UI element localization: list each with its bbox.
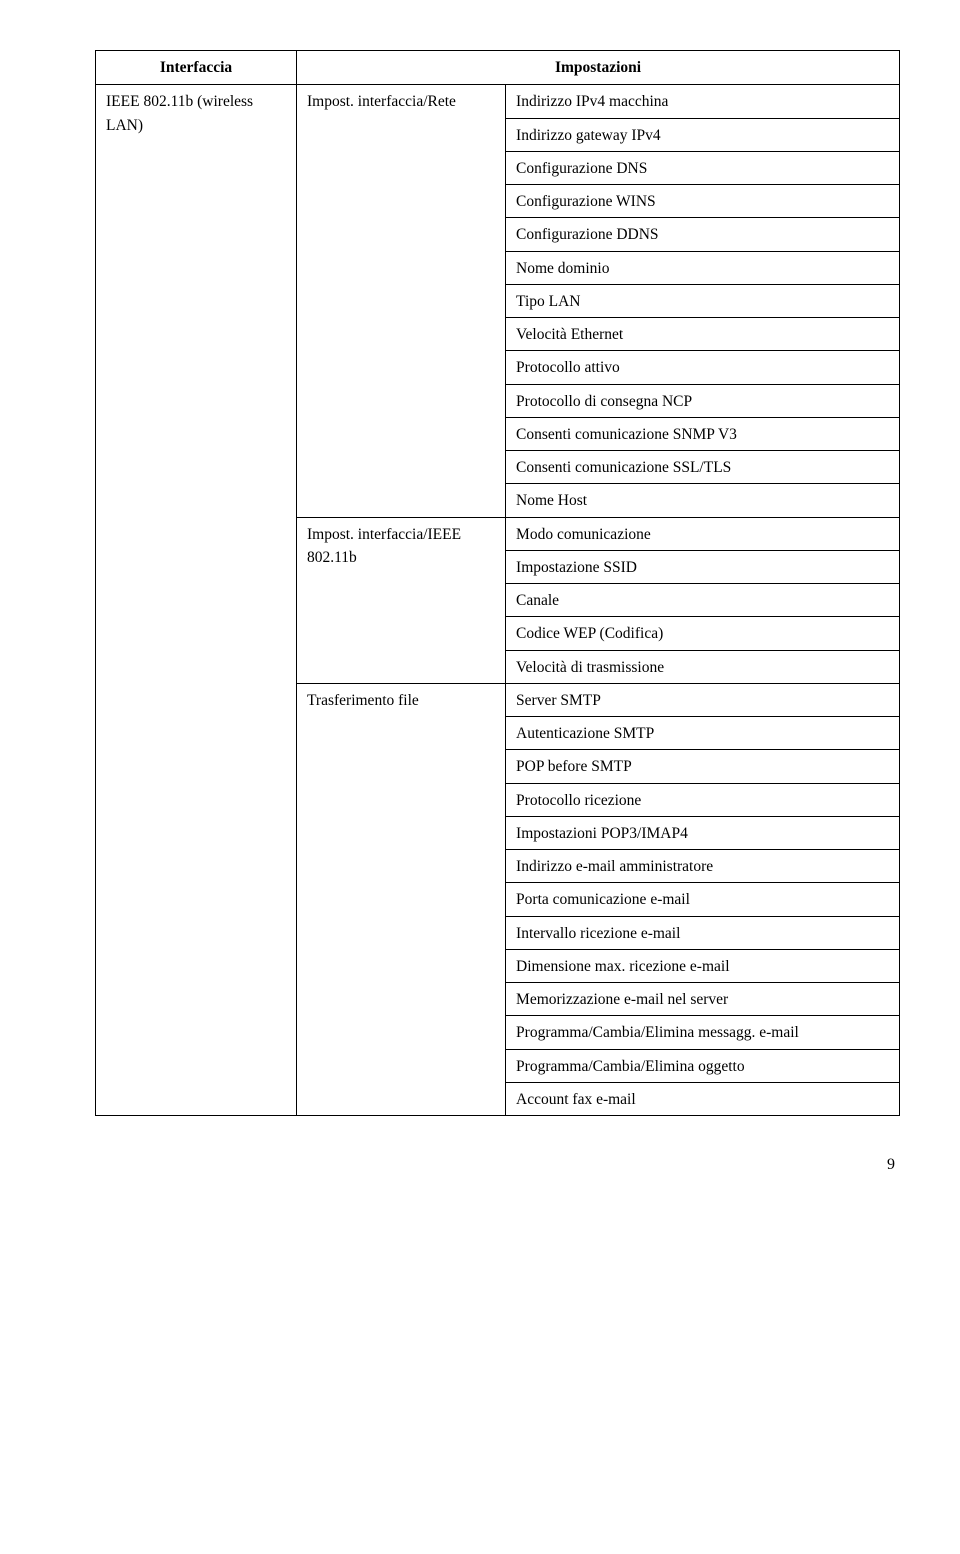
interface-cell: IEEE 802.11b (wireless LAN) bbox=[96, 85, 297, 1116]
setting-item-cell: Indirizzo gateway IPv4 bbox=[506, 118, 900, 151]
setting-item-cell: Configurazione DNS bbox=[506, 151, 900, 184]
setting-item-cell: Porta comunicazione e-mail bbox=[506, 883, 900, 916]
setting-group-cell: Impost. interfaccia/IEEE 802.11b bbox=[297, 517, 506, 683]
setting-item-cell: Configurazione WINS bbox=[506, 185, 900, 218]
setting-item-cell: Tipo LAN bbox=[506, 284, 900, 317]
setting-group-cell: Impost. interfaccia/Rete bbox=[297, 85, 506, 517]
setting-item-cell: Velocità Ethernet bbox=[506, 318, 900, 351]
setting-item-cell: Memorizzazione e-mail nel server bbox=[506, 983, 900, 1016]
page-number: 9 bbox=[95, 1156, 900, 1174]
setting-item-cell: Impostazione SSID bbox=[506, 550, 900, 583]
setting-item-cell: Programma/Cambia/Elimina oggetto bbox=[506, 1049, 900, 1082]
setting-item-cell: Velocità di trasmissione bbox=[506, 650, 900, 683]
setting-item-cell: Canale bbox=[506, 584, 900, 617]
setting-item-cell: Programma/Cambia/Elimina messagg. e-mail bbox=[506, 1016, 900, 1049]
document-page: InterfacciaImpostazioniIEEE 802.11b (wir… bbox=[0, 0, 960, 1204]
setting-item-cell: Consenti comunicazione SNMP V3 bbox=[506, 417, 900, 450]
setting-item-cell: Nome Host bbox=[506, 484, 900, 517]
header-impostazioni: Impostazioni bbox=[297, 51, 900, 85]
setting-group-cell: Trasferimento file bbox=[297, 683, 506, 1115]
setting-item-cell: Consenti comunicazione SSL/TLS bbox=[506, 451, 900, 484]
setting-item-cell: Autenticazione SMTP bbox=[506, 717, 900, 750]
setting-item-cell: Impostazioni POP3/IMAP4 bbox=[506, 816, 900, 849]
settings-table: InterfacciaImpostazioniIEEE 802.11b (wir… bbox=[95, 50, 900, 1116]
setting-item-cell: Protocollo di consegna NCP bbox=[506, 384, 900, 417]
setting-item-cell: Protocollo ricezione bbox=[506, 783, 900, 816]
header-interfaccia: Interfaccia bbox=[96, 51, 297, 85]
setting-item-cell: Indirizzo e-mail amministratore bbox=[506, 850, 900, 883]
table-row: IEEE 802.11b (wireless LAN)Impost. inter… bbox=[96, 85, 900, 118]
setting-item-cell: Dimensione max. ricezione e-mail bbox=[506, 949, 900, 982]
setting-item-cell: Codice WEP (Codifica) bbox=[506, 617, 900, 650]
setting-item-cell: POP before SMTP bbox=[506, 750, 900, 783]
setting-item-cell: Account fax e-mail bbox=[506, 1082, 900, 1115]
setting-item-cell: Indirizzo IPv4 macchina bbox=[506, 85, 900, 118]
setting-item-cell: Modo comunicazione bbox=[506, 517, 900, 550]
setting-item-cell: Configurazione DDNS bbox=[506, 218, 900, 251]
setting-item-cell: Nome dominio bbox=[506, 251, 900, 284]
setting-item-cell: Protocollo attivo bbox=[506, 351, 900, 384]
setting-item-cell: Intervallo ricezione e-mail bbox=[506, 916, 900, 949]
setting-item-cell: Server SMTP bbox=[506, 683, 900, 716]
